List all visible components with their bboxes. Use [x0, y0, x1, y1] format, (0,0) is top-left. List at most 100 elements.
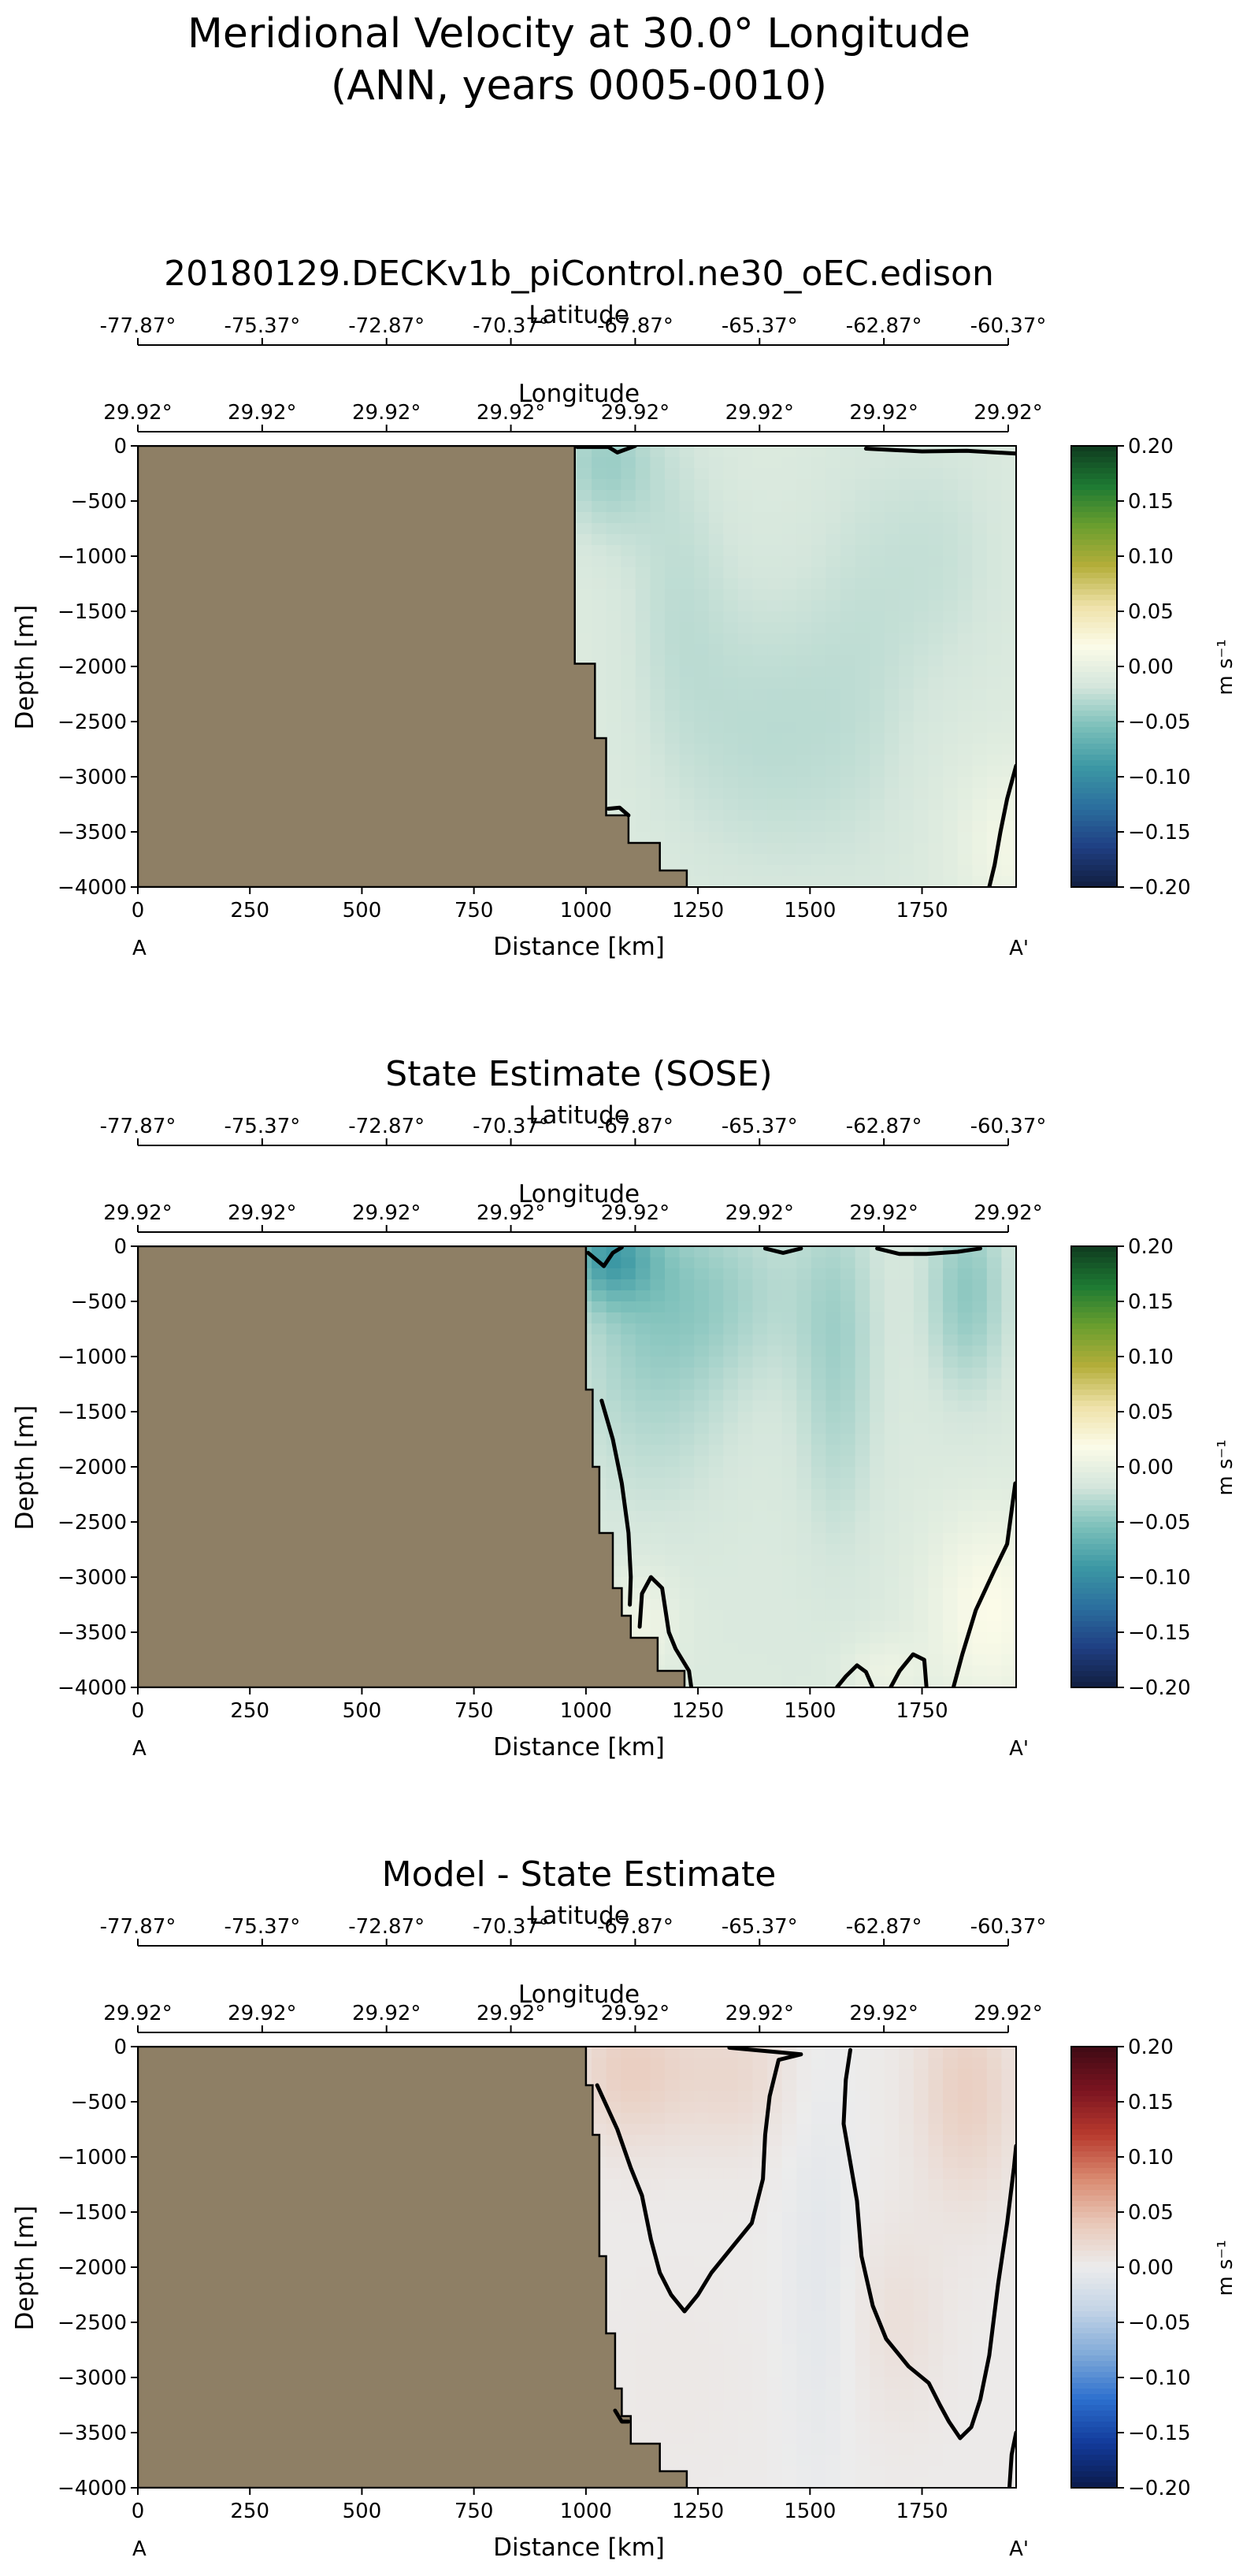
field-cell: [811, 1268, 827, 1280]
field-cell: [825, 655, 841, 667]
field-cell: [913, 689, 929, 700]
field-cell: [943, 545, 959, 557]
field-cell: [884, 1279, 900, 1291]
field-cell: [679, 700, 696, 711]
field-cell: [899, 633, 915, 645]
field-cell: [840, 578, 856, 590]
field-cell: [1001, 1434, 1016, 1446]
colorbar-tick-label: 0.15: [1128, 490, 1174, 514]
field-cell: [665, 1500, 681, 1512]
field-cell: [781, 666, 798, 678]
field-cell: [840, 1544, 856, 1556]
field-cell: [752, 1654, 769, 1666]
field-cell: [1001, 1577, 1016, 1589]
field-cell: [957, 611, 974, 623]
field-cell: [825, 711, 841, 722]
field-cell: [694, 733, 710, 744]
field-cell: [796, 1323, 812, 1335]
field-cell: [840, 1599, 856, 1611]
field-cell: [986, 1654, 1003, 1666]
field-cell: [592, 523, 607, 535]
field-cell: [943, 1566, 959, 1578]
field-cell: [767, 876, 783, 887]
x-tick-label: 1750: [896, 899, 948, 922]
field-cell: [737, 843, 754, 855]
field-cell: [694, 777, 710, 789]
field-cell: [870, 501, 885, 513]
field-cell: [650, 468, 666, 480]
field-cell: [899, 1522, 915, 1534]
field-cell: [650, 689, 666, 700]
field-cell: [606, 1346, 622, 1357]
field-cell: [957, 854, 974, 866]
field-cell: [635, 578, 651, 590]
colorbar-segment: [1071, 462, 1117, 469]
field-cell: [650, 1456, 666, 1468]
field-cell: [621, 1279, 636, 1291]
field-cell: [884, 755, 900, 766]
field-cell: [621, 1379, 636, 1390]
field-cell: [606, 578, 622, 590]
field-cell: [855, 567, 871, 579]
field-cell: [986, 1379, 1003, 1390]
field-cell: [767, 777, 783, 789]
field-cell: [986, 1312, 1003, 1324]
field-cell: [899, 1577, 915, 1589]
field-cell: [694, 567, 710, 579]
field-cell: [825, 1511, 841, 1523]
field-cell: [737, 1643, 754, 1655]
colorbar-segment: [1071, 799, 1117, 805]
field-cell: [913, 556, 929, 568]
field-cell: [928, 1500, 944, 1512]
field-cell: [694, 865, 710, 877]
latitude-tick-label: -60.37°: [970, 314, 1047, 338]
colorbar-segment: [1071, 672, 1117, 678]
longitude-tick-label: 29.92°: [477, 401, 545, 425]
field-cell: [650, 1489, 666, 1501]
field-cell: [679, 832, 696, 844]
field-cell: [855, 1566, 871, 1578]
field-cell: [665, 799, 681, 811]
colorbar-segment: [1071, 821, 1117, 827]
field-cell: [621, 655, 636, 667]
field-cell: [665, 490, 681, 502]
field-cell: [913, 523, 929, 535]
field-cell: [796, 1401, 812, 1412]
field-cell: [840, 1390, 856, 1401]
field-cell: [781, 600, 798, 612]
field-cell: [694, 1312, 710, 1324]
field-cell: [635, 1456, 651, 1468]
field-cell: [767, 1390, 783, 1401]
field-cell: [650, 1257, 666, 1269]
field-cell: [957, 1610, 974, 1622]
field-cell: [752, 1467, 769, 1479]
field-cell: [899, 1290, 915, 1302]
field-cell: [972, 1643, 988, 1655]
field-cell: [737, 777, 754, 789]
field-cell: [811, 534, 827, 546]
field-cell: [737, 876, 754, 887]
field-cell: [855, 854, 871, 866]
field-cell: [781, 1632, 798, 1644]
field-cell: [899, 1632, 915, 1644]
field-cell: [1001, 1323, 1016, 1335]
field-cell: [1001, 1445, 1016, 1457]
field-cell: [825, 1489, 841, 1501]
field-cell: [650, 1500, 666, 1512]
field-cell: [811, 1676, 827, 1687]
field-cell: [635, 1610, 651, 1622]
field-cell: [635, 1323, 651, 1335]
field-cell: [1001, 1412, 1016, 1423]
field-cell: [899, 755, 915, 766]
field-cell: [767, 1489, 783, 1501]
field-cell: [870, 1555, 885, 1567]
field-cell: [957, 1478, 974, 1490]
field-cell: [972, 600, 988, 612]
field-cell: [621, 733, 636, 744]
field-cell: [943, 1279, 959, 1291]
field-cell: [723, 633, 739, 645]
field-cell: [796, 1654, 812, 1666]
field-cell: [723, 1588, 739, 1600]
field-cell: [781, 1467, 798, 1479]
field-cell: [913, 1577, 929, 1589]
